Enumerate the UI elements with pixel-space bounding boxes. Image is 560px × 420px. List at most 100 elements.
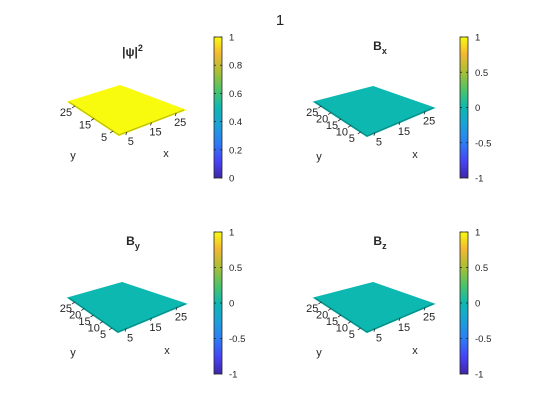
y-tick-mark [327, 308, 332, 311]
colorbar-tick-label: 0 [475, 103, 480, 114]
colorbar-tick-label: -0.5 [475, 334, 491, 345]
colorbar-tick-label: -1 [229, 370, 237, 381]
surface-plane [312, 281, 436, 334]
x-tick-label: 25 [174, 117, 186, 129]
y-tick-mark [337, 118, 342, 122]
y-tick-mark [347, 321, 352, 324]
y-tick-label: 5 [101, 132, 107, 144]
colorbar-tick-label: -0.5 [229, 334, 245, 345]
y-tick-mark [318, 105, 322, 109]
y-tick-mark [80, 308, 85, 311]
x-tick-mark [125, 131, 128, 136]
colorbar-tick-label: 0.5 [475, 263, 488, 274]
y-tick-label: 15 [326, 120, 338, 132]
colorbar-tick-label: -1 [475, 370, 483, 381]
colorbar-tick-label: -0.5 [475, 138, 491, 149]
y-tick-label: 10 [336, 126, 348, 138]
y-tick-label: 15 [79, 120, 91, 132]
y-tick-mark [357, 327, 361, 331]
surface-edge [68, 101, 185, 136]
y-tick-mark [318, 301, 322, 305]
x-axis-label: x [164, 345, 170, 357]
y-tick-label: 5 [349, 133, 355, 145]
surface-edge [314, 297, 434, 333]
colorbar-tick-label: 1 [229, 33, 234, 44]
surface-edge [68, 297, 186, 333]
surface-plane [66, 84, 187, 137]
colorbar [213, 36, 223, 179]
y-axis-label: y [316, 347, 322, 359]
x-tick-label: 25 [423, 115, 435, 127]
x-tick-label: 25 [423, 311, 435, 323]
colorbar-tick-label: -1 [475, 174, 483, 185]
colorbar-tick-label: 0.5 [475, 68, 488, 79]
y-tick-mark [337, 314, 342, 318]
figure-title: 1 [276, 12, 284, 29]
x-tick-mark [150, 122, 152, 126]
x-tick-label: 15 [149, 322, 161, 334]
colorbar-tick-label: 1 [229, 228, 234, 239]
y-tick-mark [108, 327, 113, 331]
x-tick-label: 15 [398, 322, 410, 334]
surface-plane [66, 281, 188, 334]
x-tick-label: 5 [127, 333, 133, 345]
colorbar-tick-label: 1 [475, 33, 480, 44]
y-tick-label: 20 [316, 310, 328, 322]
y-axis-label: y [70, 347, 76, 359]
x-tick-mark [423, 111, 426, 115]
y-tick-mark [327, 112, 332, 115]
y-tick-label: 10 [88, 322, 100, 334]
subplot-title: |ψ|2 [122, 43, 143, 59]
subplot-title: Bz [373, 234, 387, 251]
x-tick-mark [398, 121, 401, 126]
x-axis-label: x [163, 148, 169, 160]
y-tick-label: 15 [78, 316, 90, 328]
y-tick-label: 25 [306, 303, 318, 315]
y-tick-label: 10 [336, 322, 348, 334]
y-tick-mark [99, 321, 104, 324]
x-axis-label: x [412, 345, 418, 357]
x-tick-mark [398, 317, 401, 322]
y-tick-label: 25 [306, 107, 318, 119]
x-tick-mark [373, 328, 376, 332]
x-tick-label: 15 [149, 127, 161, 139]
y-tick-mark [90, 118, 95, 121]
colorbar-tick-label: 1 [475, 228, 480, 239]
subplot-1: |ψ|2 5 15 25 5 15 25 x y 0 0.2 0.4 0.6 0.8 1 [60, 33, 242, 185]
colorbar-tick-label: 0 [229, 299, 234, 310]
y-tick-label: 5 [349, 329, 355, 341]
y-tick-label: 25 [60, 303, 72, 315]
y-tick-label: 20 [316, 114, 328, 126]
y-tick-label: 20 [69, 310, 81, 322]
y-tick-mark [90, 314, 94, 318]
colorbar-tick-label: 0 [475, 299, 480, 310]
y-tick-mark [109, 130, 114, 134]
y-tick-label: 25 [60, 107, 72, 119]
colorbar-tick-label: 0.5 [229, 263, 242, 274]
x-tick-label: 5 [128, 136, 134, 148]
y-tick-label: 5 [100, 329, 106, 341]
y-tick-mark [347, 125, 352, 128]
colorbar-tick-label: 0 [229, 174, 234, 185]
colorbar-tick-label: 0.2 [229, 145, 242, 156]
x-tick-mark [150, 317, 152, 322]
x-tick-mark [423, 307, 426, 311]
x-tick-mark [175, 307, 178, 311]
x-tick-label: 25 [175, 311, 187, 323]
y-axis-label: y [316, 151, 322, 163]
x-tick-label: 15 [398, 126, 410, 138]
x-axis-label: x [412, 149, 418, 161]
x-tick-mark [373, 132, 376, 136]
colorbar-tick-label: 0.4 [229, 117, 242, 128]
colorbar-tick-label: 0.8 [229, 61, 242, 72]
colorbar-tick-label: 0.6 [229, 89, 242, 100]
subplot-title: By [126, 234, 140, 251]
x-tick-label: 5 [376, 333, 382, 345]
x-tick-mark [124, 328, 127, 332]
x-tick-mark [174, 112, 177, 117]
subplot-title: Bx [373, 39, 387, 56]
